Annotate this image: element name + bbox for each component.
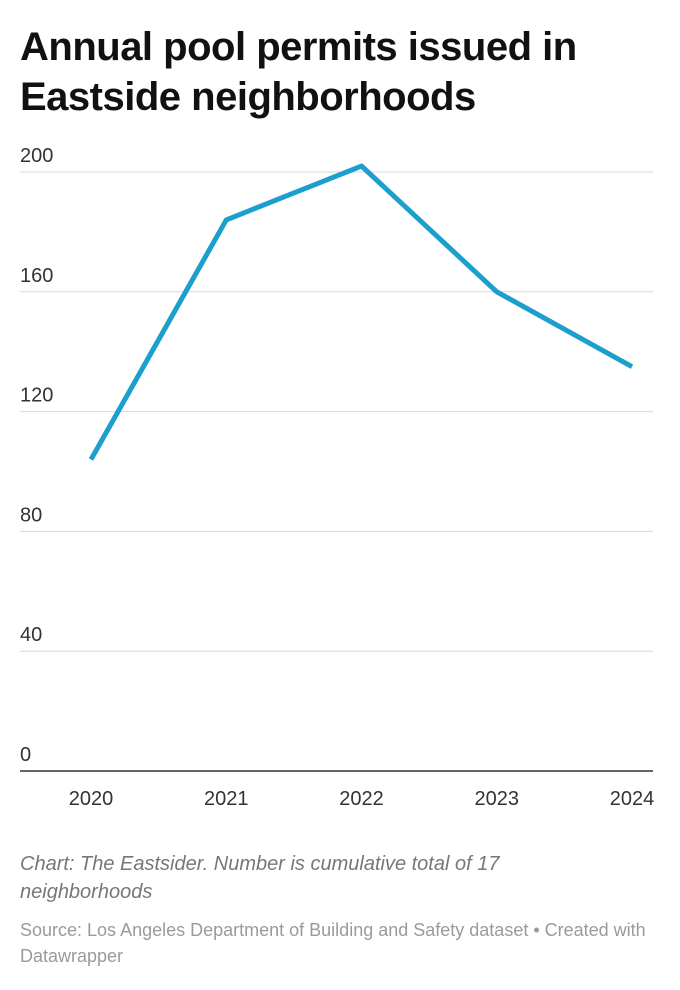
x-tick-label: 2023 xyxy=(475,788,520,810)
chart-title: Annual pool permits issued in Eastside n… xyxy=(20,25,577,119)
y-tick-label: 0 xyxy=(20,744,31,766)
x-tick-label: 2022 xyxy=(339,788,384,810)
y-tick-label: 40 xyxy=(20,624,42,646)
y-tick-label: 160 xyxy=(20,265,53,287)
y-tick-label: 200 xyxy=(20,145,53,167)
x-tick-label: 2024 xyxy=(610,788,655,810)
data-line xyxy=(88,163,634,461)
x-tick-label: 2020 xyxy=(69,788,114,810)
chart: 0 40 80 120 160 200 2020 2021 2022 2023 2024 xyxy=(20,145,655,810)
chart-source: Source: Los Angeles Department of Buildi… xyxy=(20,920,646,966)
y-tick-label: 80 xyxy=(20,504,42,526)
chart-note: Chart: The Eastsider. Number is cumulati… xyxy=(20,853,500,903)
x-tick-label: 2021 xyxy=(204,788,249,810)
y-tick-label: 120 xyxy=(20,385,53,407)
